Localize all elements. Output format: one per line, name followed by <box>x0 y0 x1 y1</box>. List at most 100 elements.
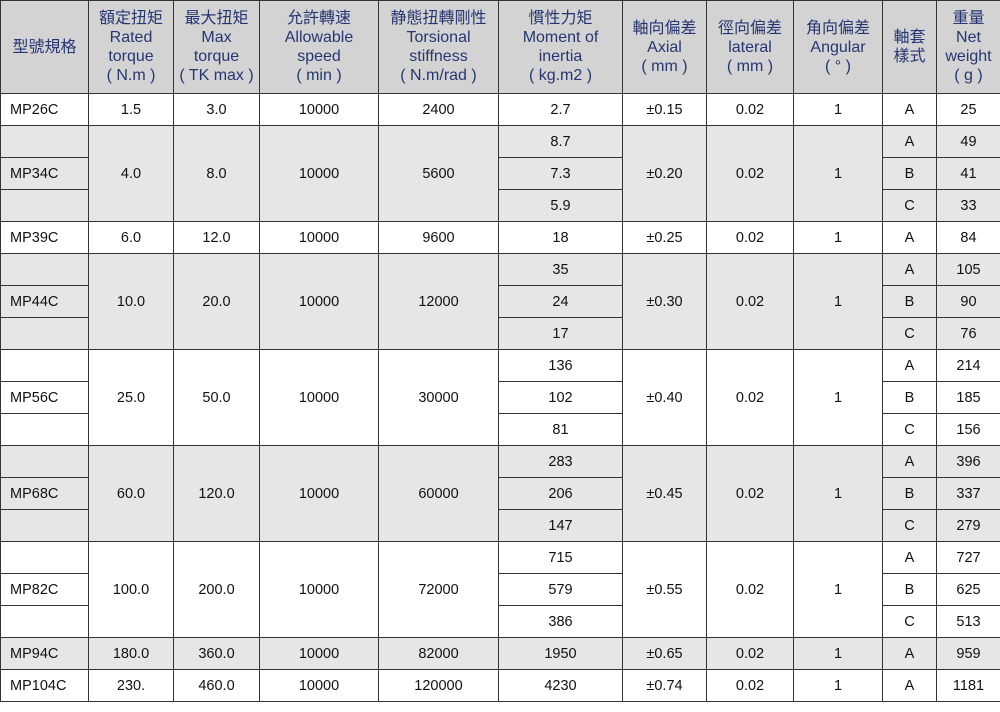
speed-cell: 10000 <box>259 637 379 670</box>
table-row: 60.0 120.0 10000 60000 283 ±0.45 0.02 1 A 396 <box>0 445 1000 542</box>
table-row: MP82C 579 B 625 <box>0 573 1000 606</box>
header-en: speed <box>297 48 341 65</box>
model-cell: MP39C <box>0 221 89 254</box>
table-row: MP39C 6.0 12.0 10000 9600 18 ±0.25 0.02 1 A 84 <box>0 221 1000 254</box>
weight-cell: 513 <box>936 605 1000 638</box>
header-en: Torsional <box>406 29 471 46</box>
weight-cell: 76 <box>936 317 1000 350</box>
table-row: MP94C 180.0 360.0 10000 82000 1950 ±0.65 0.02 1 A… <box>0 637 1000 670</box>
speed-cell: 10000 <box>259 93 379 126</box>
weight-cell: 33 <box>936 189 1000 222</box>
model-cell: MP94C <box>0 637 89 670</box>
model-cell: MP26C <box>0 93 89 126</box>
model-cell <box>0 509 89 542</box>
header-en: Rated <box>109 29 153 46</box>
stiff-cell: 120000 <box>378 669 499 702</box>
inertia-cell: 24 <box>498 285 623 318</box>
axial-cell: ±0.20 <box>622 125 707 222</box>
sleeve-type-cell: B <box>882 477 937 510</box>
speed-cell: 10000 <box>259 349 379 446</box>
sleeve-type-cell: A <box>882 445 937 478</box>
table-row: 10.0 20.0 10000 12000 35 ±0.30 0.02 1 A 105 <box>0 253 1000 350</box>
column-header: 軸套樣式 <box>882 0 937 94</box>
max-cell: 20.0 <box>173 253 260 350</box>
weight-cell: 185 <box>936 381 1000 414</box>
sleeve-type-cell: A <box>882 125 937 158</box>
sleeve-type-cell: B <box>882 573 937 606</box>
header-zh: 徑向偏差 <box>717 19 782 37</box>
table-row: MP34C 7.3 B 41 <box>0 157 1000 190</box>
model-cell <box>0 541 89 574</box>
column-header: 静態扭轉剛性 Torsional stiffness ( N.m/rad ) <box>378 0 499 94</box>
stiff-cell: 82000 <box>378 637 499 670</box>
header-en: Axial <box>647 38 682 56</box>
inertia-cell: 147 <box>498 509 623 542</box>
sleeve-type-cell: C <box>882 413 937 446</box>
angular-cell: 1 <box>793 253 883 350</box>
weight-cell: 727 <box>936 541 1000 574</box>
inertia-cell: 81 <box>498 413 623 446</box>
column-header: 最大扭矩 Max torque ( TK max ) <box>173 0 260 94</box>
sleeve-type-cell: A <box>882 253 937 286</box>
stiff-cell: 12000 <box>378 253 499 350</box>
header-en: ( N.m/rad ) <box>400 67 477 84</box>
weight-cell: 396 <box>936 445 1000 478</box>
rated-cell: 25.0 <box>88 349 174 446</box>
lateral-cell: 0.02 <box>706 541 794 638</box>
header-zh: 最大扭矩 <box>184 10 249 27</box>
header-en: ( mm ) <box>641 57 688 75</box>
model-cell: MP68C <box>0 477 89 510</box>
angular-cell: 1 <box>793 541 883 638</box>
weight-cell: 337 <box>936 477 1000 510</box>
rated-cell: 4.0 <box>88 125 174 222</box>
weight-cell: 156 <box>936 413 1000 446</box>
weight-cell: 214 <box>936 349 1000 382</box>
header-en: ( mm ) <box>726 57 774 75</box>
inertia-cell: 386 <box>498 605 623 638</box>
sleeve-type-cell: B <box>882 285 937 318</box>
angular-cell: 1 <box>793 93 883 126</box>
max-cell: 12.0 <box>173 221 260 254</box>
model-cell <box>0 125 89 158</box>
header-en: Angular <box>810 38 866 56</box>
sleeve-type-cell: B <box>882 157 937 190</box>
weight-cell: 90 <box>936 285 1000 318</box>
column-header: 重量 Net weight ( g ) <box>936 0 1000 94</box>
sleeve-type-cell: C <box>882 605 937 638</box>
sleeve-type-cell: C <box>882 189 937 222</box>
max-cell: 200.0 <box>173 541 260 638</box>
speed-cell: 10000 <box>259 125 379 222</box>
speed-cell: 10000 <box>259 541 379 638</box>
inertia-cell: 7.3 <box>498 157 623 190</box>
lateral-cell: 0.02 <box>706 125 794 222</box>
header-zh: 角向偏差 <box>805 19 870 37</box>
axial-cell: ±0.74 <box>622 669 707 702</box>
header-en: ( g ) <box>954 67 983 84</box>
angular-cell: 1 <box>793 221 883 254</box>
lateral-cell: 0.02 <box>706 669 794 702</box>
inertia-cell: 35 <box>498 253 623 286</box>
weight-cell: 49 <box>936 125 1000 158</box>
inertia-cell: 136 <box>498 349 623 382</box>
axial-cell: ±0.55 <box>622 541 707 638</box>
stiff-cell: 30000 <box>378 349 499 446</box>
weight-cell: 1181 <box>936 669 1000 702</box>
column-header: 型號規格 <box>0 0 89 94</box>
stiff-cell: 9600 <box>378 221 499 254</box>
speed-cell: 10000 <box>259 253 379 350</box>
sleeve-type-cell: B <box>882 381 937 414</box>
weight-cell: 84 <box>936 221 1000 254</box>
table-row: MP68C 206 B 337 <box>0 477 1000 510</box>
lateral-cell: 0.02 <box>706 93 794 126</box>
column-header: 額定扭矩 Rated torque ( N.m ) <box>88 0 174 94</box>
inertia-cell: 8.7 <box>498 125 623 158</box>
weight-cell: 279 <box>936 509 1000 542</box>
angular-cell: 1 <box>793 445 883 542</box>
table-row: MP44C 24 B 90 <box>0 285 1000 318</box>
axial-cell: ±0.30 <box>622 253 707 350</box>
table-row: 4.0 8.0 10000 5600 8.7 ±0.20 0.02 1 A 49 <box>0 125 1000 222</box>
weight-cell: 625 <box>936 573 1000 606</box>
angular-cell: 1 <box>793 637 883 670</box>
sleeve-type-cell: A <box>882 221 937 254</box>
